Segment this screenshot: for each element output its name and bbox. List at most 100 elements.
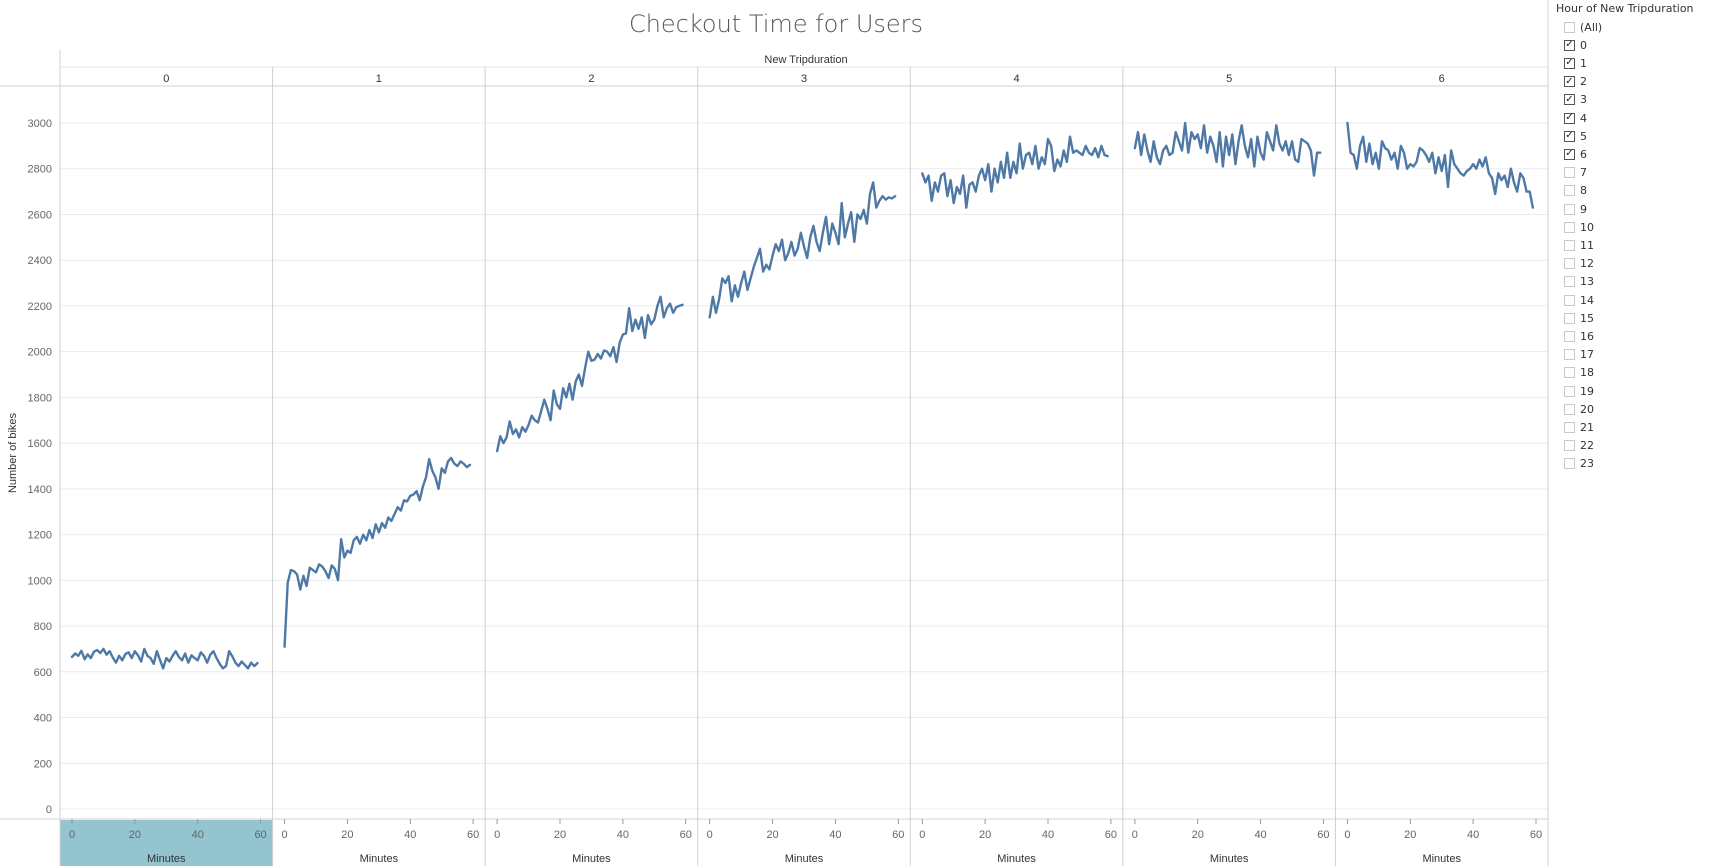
checkbox[interactable] — [1564, 203, 1575, 215]
filter-option[interactable]: 17 — [1564, 347, 1594, 363]
checkbox[interactable] — [1564, 21, 1575, 33]
filter-option-label: 20 — [1580, 402, 1594, 416]
filter-option-label: 13 — [1580, 275, 1594, 289]
filter-option-label: 1 — [1580, 56, 1587, 70]
checkbox[interactable] — [1564, 167, 1575, 179]
filter-option[interactable]: (All) — [1564, 19, 1602, 35]
x-axis-label: Minutes — [997, 853, 1036, 865]
filter-option[interactable]: 23 — [1564, 456, 1594, 472]
y-tick-label: 2400 — [28, 255, 52, 267]
x-tick-label: 0 — [707, 829, 713, 841]
filter-option[interactable]: 13 — [1564, 274, 1594, 290]
x-tick-label: 40 — [192, 829, 204, 841]
filter-option-label: 3 — [1580, 93, 1587, 107]
filter-option[interactable]: 19 — [1564, 383, 1594, 399]
x-tick-label: 40 — [1254, 829, 1266, 841]
series-line-0 — [70, 647, 259, 670]
x-tick-label: 20 — [129, 829, 141, 841]
x-tick-label: 60 — [254, 829, 266, 841]
series-line-3 — [708, 181, 897, 319]
y-tick-label: 3000 — [28, 118, 52, 130]
checkbox[interactable] — [1564, 403, 1575, 415]
filter-option[interactable]: 8 — [1564, 183, 1587, 199]
filter-option[interactable]: ✓ 3 — [1564, 92, 1587, 108]
filter-option[interactable]: 15 — [1564, 310, 1594, 326]
filter-option-label: 2 — [1580, 75, 1587, 89]
checkbox[interactable] — [1564, 421, 1575, 433]
filter-option-label: 12 — [1580, 257, 1594, 271]
filter-option[interactable]: ✓ 0 — [1564, 37, 1587, 53]
filter-option[interactable]: 12 — [1564, 256, 1594, 272]
checkbox[interactable] — [1564, 349, 1575, 361]
filter-option-label: 8 — [1580, 184, 1587, 198]
y-tick-label: 2600 — [28, 209, 52, 221]
panel-label: 6 — [1439, 73, 1445, 85]
y-tick-label: 1200 — [28, 530, 52, 542]
x-tick-label: 40 — [404, 829, 416, 841]
x-tick-label: 0 — [282, 829, 288, 841]
checkbox[interactable] — [1564, 258, 1575, 270]
filter-option-label: 5 — [1580, 129, 1587, 143]
filter-option[interactable]: 20 — [1564, 401, 1594, 417]
checkbox[interactable] — [1564, 330, 1575, 342]
filter-option[interactable]: ✓ 6 — [1564, 146, 1587, 162]
x-tick-label: 0 — [1344, 829, 1350, 841]
y-tick-label: 2200 — [28, 301, 52, 313]
filter-option[interactable]: 21 — [1564, 419, 1594, 435]
chart-title: Checkout Time for Users — [629, 10, 923, 38]
checkbox[interactable]: ✓ — [1564, 112, 1575, 124]
checkbox[interactable] — [1564, 367, 1575, 379]
x-tick-label: 20 — [766, 829, 778, 841]
checkbox[interactable] — [1564, 276, 1575, 288]
x-axis-label: Minutes — [147, 853, 186, 865]
checkbox[interactable] — [1564, 239, 1575, 251]
checkbox[interactable]: ✓ — [1564, 93, 1575, 106]
filter-option[interactable]: 9 — [1564, 201, 1587, 217]
filter-option[interactable]: 16 — [1564, 328, 1594, 344]
checkbox[interactable]: ✓ — [1564, 148, 1575, 160]
filter-title: Hour of New Tripduration — [1556, 2, 1694, 15]
x-tick-label: 60 — [892, 829, 904, 841]
checkbox[interactable] — [1564, 221, 1575, 233]
filter-option-label: 16 — [1580, 329, 1594, 343]
checkbox[interactable] — [1564, 440, 1575, 452]
filter-option[interactable]: 7 — [1564, 165, 1587, 181]
filter-option[interactable]: 14 — [1564, 292, 1594, 308]
checkbox[interactable]: ✓ — [1564, 75, 1575, 88]
checkbox[interactable]: ✓ — [1564, 130, 1575, 142]
hour-filter-panel: Hour of New Tripduration (All) ✓ 0 ✓ 1 ✓ 2 ✓ 3 ✓ 4… — [1556, 0, 1724, 866]
filter-option-label: 15 — [1580, 311, 1594, 325]
filter-option-label: 18 — [1580, 366, 1594, 380]
filter-option[interactable]: ✓ 2 — [1564, 74, 1587, 90]
filter-option[interactable]: 10 — [1564, 219, 1594, 235]
checkbox[interactable] — [1564, 385, 1575, 397]
checkbox[interactable] — [1564, 458, 1575, 470]
filter-option-label: 9 — [1580, 202, 1587, 216]
panel-label: 4 — [1014, 73, 1020, 85]
filter-option[interactable]: 18 — [1564, 365, 1594, 381]
highlighted-panel-footer — [60, 820, 273, 866]
filter-option-label: 23 — [1580, 457, 1594, 471]
checkbox[interactable] — [1564, 312, 1575, 324]
filter-option-label: (All) — [1580, 20, 1603, 34]
y-tick-label: 1600 — [28, 438, 52, 450]
x-tick-label: 20 — [341, 829, 353, 841]
x-tick-label: 60 — [1530, 829, 1542, 841]
checkbox[interactable]: ✓ — [1564, 57, 1575, 69]
x-tick-label: 20 — [1404, 829, 1416, 841]
filter-option-label: 17 — [1580, 348, 1594, 362]
filter-option-label: 19 — [1580, 384, 1594, 398]
filter-option[interactable]: ✓ 5 — [1564, 128, 1587, 144]
checkbox[interactable]: ✓ — [1564, 39, 1575, 51]
panel-label: 5 — [1226, 73, 1232, 85]
filter-option[interactable]: 11 — [1564, 237, 1594, 253]
filter-option[interactable]: ✓ 4 — [1564, 110, 1587, 126]
x-tick-label: 40 — [1467, 829, 1479, 841]
filter-option[interactable]: ✓ 1 — [1564, 55, 1587, 71]
checkbox[interactable] — [1564, 294, 1575, 306]
panel-label: 3 — [801, 73, 807, 85]
filter-option[interactable]: 22 — [1564, 438, 1594, 454]
y-tick-label: 2800 — [28, 164, 52, 176]
x-axis-label: Minutes — [572, 853, 611, 865]
checkbox[interactable] — [1564, 185, 1575, 197]
